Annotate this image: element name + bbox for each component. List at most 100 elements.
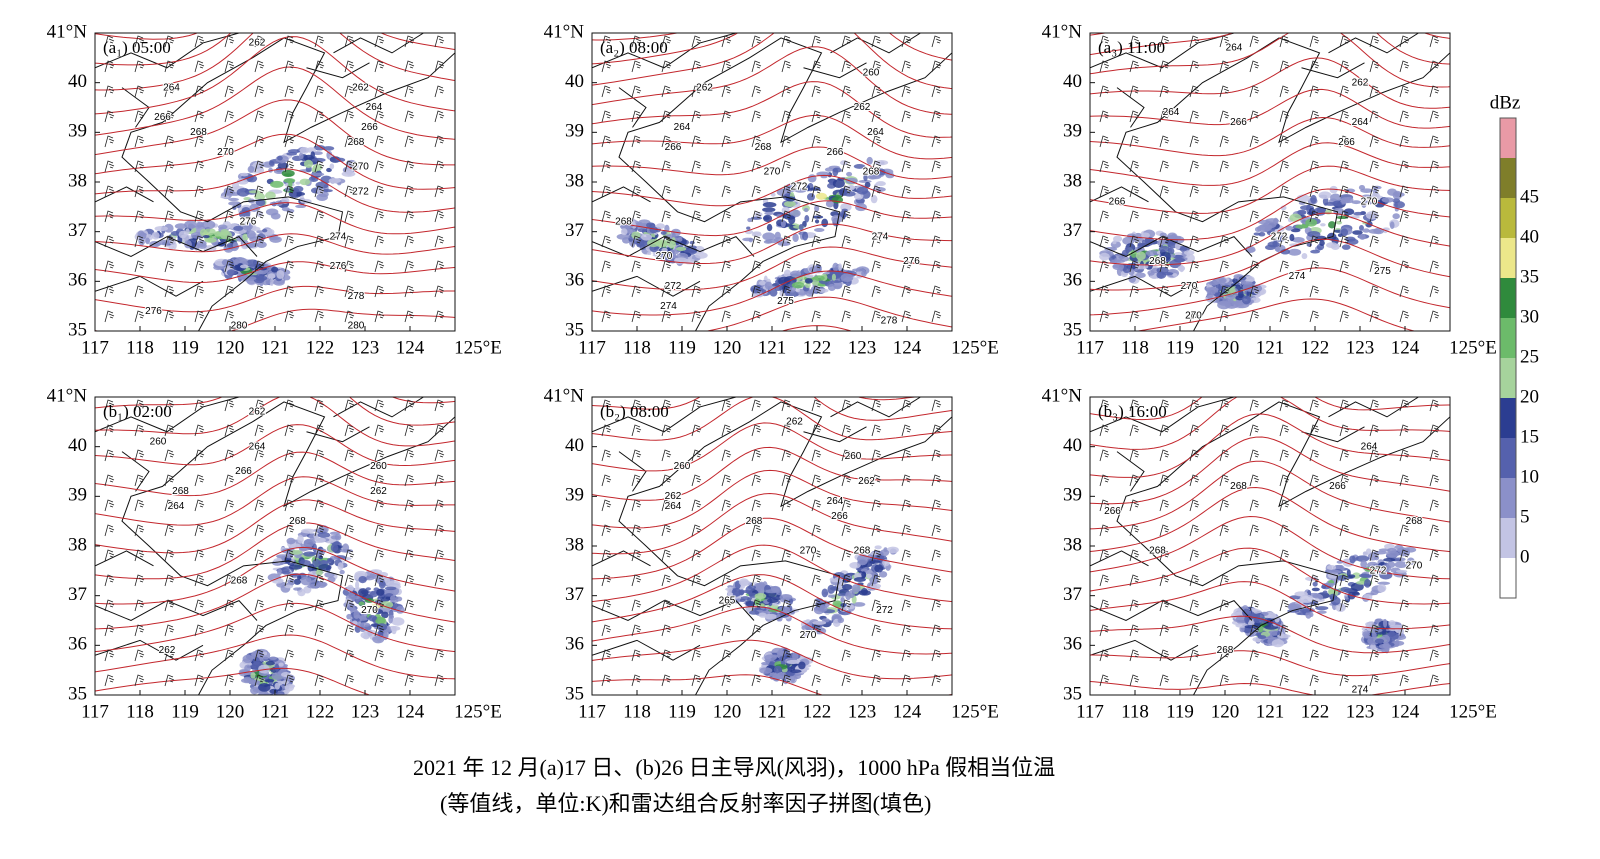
wind-barb [254, 235, 265, 248]
radar-echo [806, 193, 815, 201]
radar-echo [655, 223, 666, 229]
radar-echo [878, 571, 888, 578]
radar-echo [342, 543, 350, 553]
wind-barb [871, 260, 882, 273]
x-tick-label: 123 [351, 701, 380, 722]
wind-barb [1129, 399, 1140, 412]
wind-barb [931, 285, 942, 298]
wind-barb [631, 60, 642, 73]
wind-barb [1249, 499, 1260, 512]
radar-echo [1179, 264, 1185, 273]
wind-barb [1339, 260, 1350, 273]
radar-echo [754, 592, 767, 600]
wind-barb [434, 60, 445, 73]
wind-barb [1279, 524, 1290, 537]
wind-barb [751, 210, 762, 223]
wind-barb [344, 185, 355, 198]
wind-barb [871, 285, 882, 298]
wind-barb [1399, 549, 1410, 562]
wind-barb [901, 285, 912, 298]
wind-barb [374, 60, 385, 73]
wind-barb [1309, 35, 1320, 48]
radar-echo [689, 247, 697, 252]
panel-label: (a₂) 08:00 [600, 38, 668, 57]
coastline [592, 639, 701, 661]
wind-barb [404, 599, 415, 612]
radar-echo [270, 212, 281, 220]
wind-barb [194, 649, 205, 662]
wind-barb [751, 424, 762, 437]
radar-echo [1383, 557, 1396, 562]
wind-barb [691, 110, 702, 123]
wind-barb [1399, 85, 1410, 98]
wind-barb [691, 649, 702, 662]
y-tick-label: 37 [68, 584, 87, 605]
wind-barb [931, 549, 942, 562]
radar-echo [845, 604, 855, 610]
wind-barb [1129, 424, 1140, 437]
wind-barb [901, 674, 912, 687]
wind-barb [1099, 85, 1110, 98]
wind-barb [254, 210, 265, 223]
radar-echo [832, 167, 842, 173]
wind-barb [314, 135, 325, 148]
wind-barb [254, 624, 265, 637]
wind-barb [314, 85, 325, 98]
radar-echo [1383, 618, 1388, 628]
wind-barb [134, 160, 145, 173]
radar-echo [312, 558, 321, 568]
radar-echo [880, 549, 890, 557]
wind-barb [164, 85, 175, 98]
wind-barb [434, 235, 445, 248]
wind-barb [1099, 310, 1110, 323]
wind-barb [781, 310, 792, 323]
radar-echo [667, 254, 678, 259]
radar-echo [274, 682, 280, 690]
radar-echo [281, 169, 295, 177]
coastline [1301, 62, 1365, 79]
radar-echo [746, 226, 751, 230]
contour-label: 262 [159, 645, 176, 656]
radar-echo [874, 564, 884, 573]
wind-barb [811, 599, 822, 612]
wind-barb [224, 85, 235, 98]
contour-line [1090, 88, 1450, 129]
contour-label: 270 [1361, 197, 1378, 208]
wind-barb [601, 449, 612, 462]
wind-barb [1159, 499, 1170, 512]
wind-barb [374, 449, 385, 462]
radar-echo [201, 220, 216, 230]
coastline [1116, 87, 1145, 128]
radar-echo [748, 237, 753, 243]
wind-barb [931, 210, 942, 223]
contour-label: 266 [1109, 197, 1126, 208]
wind-barb [901, 474, 912, 487]
wind-barb [661, 285, 672, 298]
wind-barb [1099, 649, 1110, 662]
wind-barb [374, 424, 385, 437]
y-tick-label: 37 [565, 584, 584, 605]
contour-label: 272 [352, 187, 369, 198]
wind-barb [194, 160, 205, 173]
wind-barb [1339, 624, 1350, 637]
wind-barb [931, 60, 942, 73]
wind-barb [434, 674, 445, 687]
radar-echo [777, 241, 791, 247]
wind-barb [1279, 424, 1290, 437]
radar-echo [239, 264, 249, 269]
wind-barb [374, 599, 385, 612]
radar-echo [832, 179, 845, 188]
contour-line [592, 469, 952, 529]
coastline [592, 550, 651, 567]
radar-echo [1291, 236, 1305, 243]
wind-barb [661, 499, 672, 512]
wind-barb [781, 210, 792, 223]
radar-echo [852, 602, 866, 607]
wind-barb [1159, 674, 1170, 687]
wind-barb [164, 674, 175, 687]
wind-barb [1159, 649, 1170, 662]
wind-barb [1309, 235, 1320, 248]
y-tick-label: 41°N [47, 21, 88, 42]
radar-echo [284, 683, 295, 692]
wind-barb [1309, 549, 1320, 562]
